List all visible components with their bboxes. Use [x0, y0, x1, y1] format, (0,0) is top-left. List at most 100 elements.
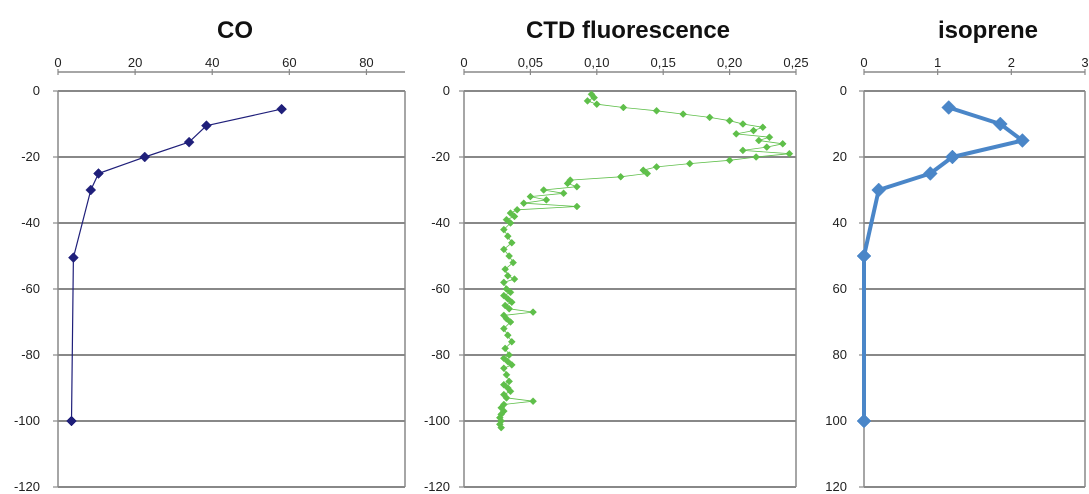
ctd-data-point — [643, 169, 652, 178]
ctd-x-tick-labels: 0 0,05 0,10 0,15 0,20 0,25 — [460, 55, 809, 75]
co-y-tick-label: -20 — [21, 149, 40, 164]
ctd-data-point — [652, 106, 661, 115]
ctd-x-tick-label: 0,25 — [783, 55, 808, 70]
co-x-tick-label: 40 — [205, 55, 219, 70]
ctd-data-point — [785, 149, 794, 158]
ctd-data-point — [725, 116, 734, 125]
co-chart-panel: CO 0 20 40 60 80 0 -20 -40 -60 -80 -100 -120 — [14, 17, 406, 494]
co-x-tick-label: 20 — [128, 55, 142, 70]
ctd-data-point — [509, 258, 517, 267]
ctd-y-tick-label: -20 — [431, 149, 450, 164]
ctd-y-tick-labels: 0 -20 -40 -60 -80 -100 -120 — [424, 83, 464, 494]
ctd-data-point — [501, 265, 510, 274]
ctd-data-point — [765, 133, 774, 142]
ctd-data-point — [499, 278, 508, 287]
ctd-y-tick-label: -80 — [431, 347, 450, 362]
ctd-x-tick-label: 0,05 — [518, 55, 543, 70]
ctd-data-point — [752, 153, 761, 161]
ctd-data-point — [501, 344, 510, 353]
ctd-data-point — [506, 288, 515, 297]
ctd-y-tick-label: -120 — [424, 479, 450, 494]
isoprene-data-point — [871, 182, 887, 198]
co-x-tick-label: 0 — [54, 55, 61, 70]
ctd-data-point — [506, 387, 515, 396]
co-y-tick-label: -40 — [21, 215, 40, 230]
isoprene-x-tick-label: 1 — [934, 55, 941, 70]
ctd-x-tick-label: 0,20 — [717, 55, 742, 70]
ctd-data-point — [507, 337, 516, 346]
isoprene-y-tick-labels: 0 20 40 60 80 100 120 — [825, 83, 864, 494]
co-data-point — [139, 151, 151, 163]
ctd-data-point — [505, 377, 514, 386]
ctd-data-point — [510, 212, 519, 221]
co-x-tick-label: 60 — [282, 55, 296, 70]
ctd-series-line — [499, 93, 790, 428]
ctd-data-point — [499, 245, 508, 254]
isoprene-series — [856, 100, 1030, 429]
isoprene-y-tick-label: 120 — [825, 479, 847, 494]
ctd-data-point — [503, 271, 512, 280]
isoprene-chart-title: isoprene — [938, 17, 1038, 44]
co-y-tick-label: 0 — [33, 83, 40, 98]
isoprene-gridlines — [864, 90, 1085, 488]
ctd-data-point — [749, 126, 758, 135]
isoprene-x-tick-label: 3 — [1081, 55, 1088, 70]
ctd-data-point — [503, 232, 512, 241]
ctd-x-tick-label: 0 — [460, 55, 467, 70]
ctd-data-point — [739, 120, 747, 128]
isoprene-series-line — [862, 105, 1025, 423]
ctd-data-point — [679, 110, 687, 118]
ctd-data-point — [506, 318, 515, 326]
ctd-data-point — [563, 179, 572, 188]
ctd-fluorescence-chart-title: CTD fluorescence — [526, 17, 730, 44]
isoprene-y-tick-label: 20 — [833, 149, 847, 164]
ctd-data-point — [497, 423, 506, 432]
ctd-data-point — [539, 186, 548, 194]
co-y-tick-label: -100 — [14, 413, 40, 428]
co-data-point — [66, 415, 77, 427]
isoprene-data-point — [941, 100, 957, 115]
ctd-data-point — [542, 196, 551, 204]
ctd-data-point — [778, 139, 787, 148]
isoprene-x-tick-label: 0 — [860, 55, 867, 70]
ctd-y-tick-label: -40 — [431, 215, 450, 230]
co-chart-title: CO — [217, 17, 253, 44]
ctd-data-point — [526, 192, 535, 201]
isoprene-x-tick-label: 2 — [1008, 55, 1015, 70]
co-gridlines — [58, 90, 405, 488]
ctd-x-tick-label: 0,10 — [584, 55, 609, 70]
co-data-point — [68, 252, 79, 264]
ctd-data-point — [499, 225, 508, 234]
ctd-data-point — [616, 172, 625, 181]
co-x-tick-labels: 0 20 40 60 80 — [54, 55, 405, 75]
ctd-data-point — [507, 298, 516, 307]
ctd-y-tick-label: -60 — [431, 281, 450, 296]
ctd-data-point — [754, 136, 763, 145]
co-data-point — [183, 136, 195, 148]
ctd-data-point — [499, 324, 508, 333]
ctd-data-point — [762, 143, 771, 151]
isoprene-y-tick-label: 0 — [840, 83, 847, 98]
ctd-data-point — [652, 163, 661, 171]
ctd-data-point — [685, 159, 694, 168]
ctd-data-point — [758, 123, 767, 132]
co-x-tick-label: 80 — [359, 55, 373, 70]
ctd-data-point — [503, 331, 512, 340]
ctd-data-point — [505, 304, 514, 313]
isoprene-data-point — [1015, 133, 1030, 148]
isoprene-data-point — [945, 149, 960, 165]
isoprene-chart-panel: isoprene 0 1 2 3 0 20 40 60 80 100 120 — [825, 17, 1088, 494]
co-data-point — [93, 168, 104, 179]
ctd-data-point — [590, 93, 598, 102]
ctd-data-point — [502, 370, 511, 379]
co-series — [66, 103, 287, 427]
co-y-tick-label: -60 — [21, 281, 40, 296]
isoprene-x-tick-labels: 0 1 2 3 — [860, 55, 1089, 75]
ctd-data-point — [505, 252, 514, 260]
co-data-point — [276, 103, 287, 115]
ctd-data-point — [725, 156, 734, 165]
ctd-data-point — [510, 275, 519, 283]
ctd-data-point — [505, 351, 514, 359]
ctd-data-point — [739, 146, 747, 155]
